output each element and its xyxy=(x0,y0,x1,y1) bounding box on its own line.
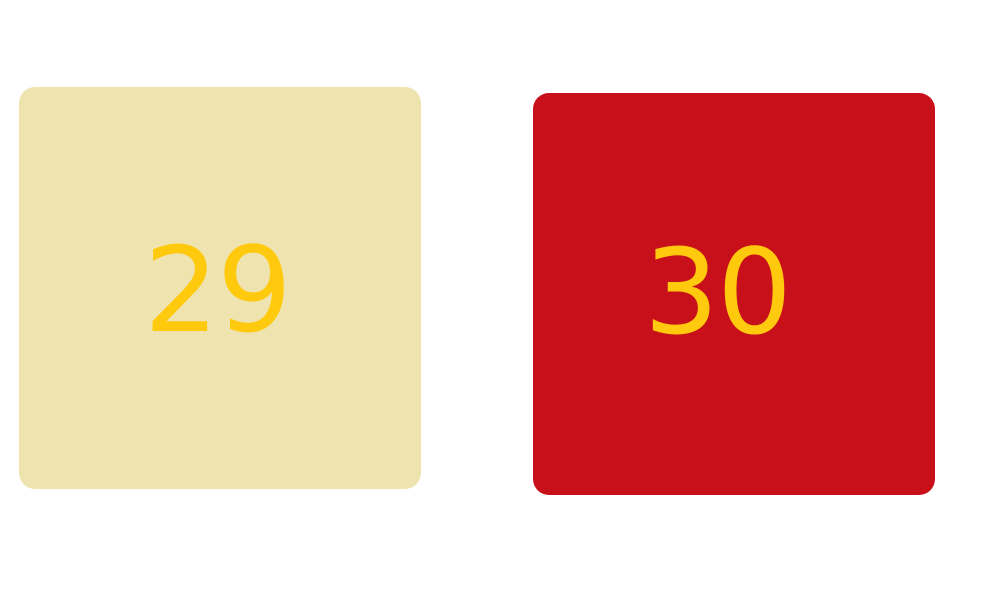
number-tile-29[interactable]: 29 xyxy=(19,87,421,489)
tile-number: 29 xyxy=(143,221,292,359)
tile-number: 30 xyxy=(643,223,792,361)
number-tile-30[interactable]: 30 xyxy=(533,93,935,495)
